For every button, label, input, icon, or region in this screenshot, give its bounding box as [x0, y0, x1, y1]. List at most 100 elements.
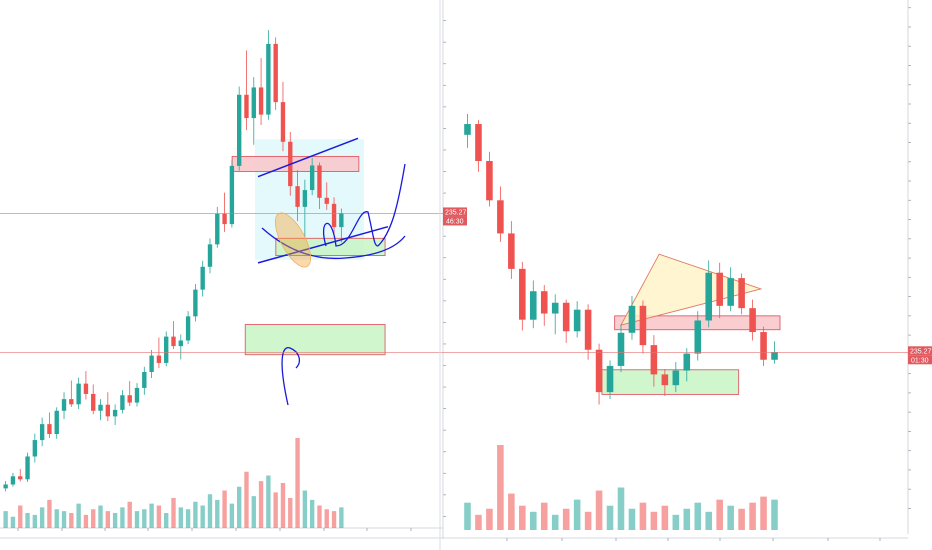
- candle-body: [207, 244, 213, 267]
- price-tag: [443, 207, 467, 217]
- left-price-label: 235.27: [445, 209, 467, 216]
- volume-bar: [178, 507, 183, 528]
- upper-trendline: [257, 137, 359, 178]
- candle-body: [236, 94, 242, 166]
- volume-bar: [573, 499, 581, 530]
- candle-body: [738, 278, 745, 309]
- candle-body: [760, 332, 767, 360]
- candle-body: [215, 213, 220, 245]
- candle-body: [244, 94, 249, 119]
- volume-bar: [486, 508, 493, 530]
- candle-body: [497, 200, 504, 234]
- volume-bar: [258, 481, 264, 528]
- candle-body: [222, 213, 227, 225]
- candle-body: [295, 186, 300, 207]
- volume-bar: [705, 511, 713, 530]
- volume-bar: [738, 508, 745, 530]
- volume-bar: [134, 511, 140, 528]
- volume-bar: [193, 501, 198, 528]
- volume-bar: [251, 496, 256, 528]
- candle-body: [562, 302, 570, 332]
- volume-bar: [606, 505, 614, 530]
- candle-body: [229, 165, 235, 225]
- volume-bar: [10, 516, 16, 528]
- price-tag: [908, 346, 932, 356]
- volume-bar: [324, 509, 329, 528]
- volume-bar: [519, 505, 526, 530]
- left-chart-panel[interactable]: [0, 0, 467, 539]
- candle-body: [595, 349, 603, 393]
- volume-bar: [25, 513, 30, 528]
- volume-bar: [309, 499, 315, 528]
- candle-body: [309, 165, 315, 191]
- candle-body: [324, 197, 329, 204]
- volume-bar: [236, 486, 242, 528]
- candle-body: [91, 393, 96, 411]
- volume-bar: [331, 511, 337, 528]
- volume-bar: [149, 503, 154, 528]
- volume-bar: [584, 511, 592, 530]
- candle-body: [156, 355, 162, 363]
- candle-body: [83, 383, 89, 394]
- candle-body: [47, 424, 52, 435]
- volume-bar: [551, 514, 559, 530]
- volume-bar: [105, 511, 111, 528]
- countdown-tag: [443, 216, 467, 226]
- volume-bar: [639, 502, 647, 530]
- volume-bar: [727, 505, 734, 530]
- support-zone: [244, 324, 386, 356]
- candle-body: [639, 305, 647, 346]
- volume-bar: [288, 498, 293, 528]
- volume-bar: [244, 471, 249, 528]
- candle-body: [258, 87, 264, 115]
- volume-bar: [3, 511, 8, 528]
- volume-bar: [185, 509, 191, 528]
- volume-bar: [497, 445, 504, 530]
- candle-body: [185, 316, 191, 341]
- candle-body: [683, 353, 691, 371]
- volume-bar: [32, 514, 38, 528]
- support-zone: [601, 369, 740, 395]
- volume-bar: [672, 514, 680, 530]
- support-zone: [275, 237, 386, 257]
- candle-body: [749, 308, 756, 333]
- volume-bar: [112, 513, 118, 528]
- volume-bar: [120, 507, 125, 528]
- candle-body: [661, 374, 669, 386]
- candle-body: [573, 309, 581, 332]
- resistance-zone: [231, 155, 360, 172]
- volume-bar: [617, 487, 625, 530]
- candle-body: [508, 233, 515, 269]
- volume-bar: [628, 508, 636, 530]
- volume-bar: [91, 509, 96, 528]
- candle-body: [339, 213, 344, 228]
- volume-bar: [127, 501, 132, 528]
- candle-body: [694, 320, 702, 354]
- candle-body: [628, 305, 636, 333]
- candle-body: [98, 404, 103, 411]
- candle-body: [475, 124, 482, 162]
- volume-bar: [540, 502, 548, 530]
- triangle-pattern: [620, 253, 763, 326]
- volume-bar: [207, 494, 213, 528]
- candle-body: [193, 289, 198, 317]
- lower-trendline: [257, 225, 389, 264]
- candle-body: [540, 291, 548, 314]
- candle-body: [164, 336, 169, 363]
- candle-body: [606, 365, 614, 393]
- candle-body: [178, 340, 183, 347]
- candle-body: [134, 387, 140, 403]
- candle-body: [54, 410, 59, 435]
- volume-bar: [164, 513, 169, 528]
- volume-bar: [650, 511, 658, 530]
- candle-body: [317, 165, 322, 198]
- volume-bar: [317, 505, 322, 528]
- volume-bar: [562, 508, 570, 530]
- candle-body: [727, 278, 734, 306]
- volume-bar: [171, 498, 176, 528]
- candle-body: [142, 371, 147, 388]
- volume-bar: [273, 492, 278, 528]
- candle-body: [3, 484, 8, 489]
- candle-body: [273, 43, 278, 103]
